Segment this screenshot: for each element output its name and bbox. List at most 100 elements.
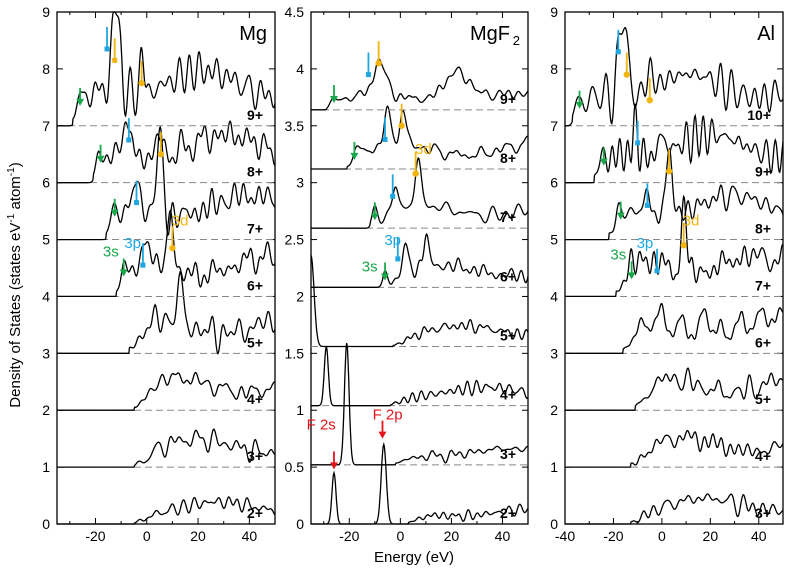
marker-head [350, 152, 359, 160]
y-tick-label: 4 [42, 288, 50, 304]
green-arrow-marker [616, 201, 625, 220]
blue-square-marker [644, 183, 650, 208]
x-tick-label: 40 [495, 528, 511, 544]
dos-curve [57, 119, 276, 184]
charge-state-label: 8+ [500, 150, 516, 166]
charge-state-label: 6+ [500, 268, 516, 284]
panel-title: Mg [239, 23, 267, 45]
y-tick-label: 9 [550, 4, 558, 20]
plot-frame [564, 11, 784, 525]
x-tick-label: 0 [143, 528, 151, 544]
green-arrow-marker [76, 87, 85, 106]
y-tick-label: 3 [550, 345, 558, 361]
orange-circle-marker [398, 103, 405, 129]
y-tick-label: 1.5 [285, 345, 305, 361]
series-5plus: 5+ [57, 270, 276, 355]
series-8plus: 8+ [311, 105, 529, 170]
y-tick-label: 4 [296, 61, 304, 77]
charge-state-label: 7+ [247, 221, 263, 237]
charge-state-label: 9+ [500, 91, 516, 107]
orbital-label: 3s [610, 246, 626, 263]
charge-state-label: 5+ [755, 391, 771, 407]
x-tick-label: 0 [396, 528, 404, 544]
orange-circle-marker [665, 149, 673, 175]
orange-circle-marker [157, 132, 165, 158]
plot-frame [310, 11, 529, 525]
series-8plus: 8+ [57, 119, 276, 184]
orbital-label: 3s [103, 244, 119, 261]
blue-square-marker [654, 248, 660, 274]
x-tick-label: 40 [242, 528, 258, 544]
marker-square [365, 72, 371, 78]
dos-curve [565, 367, 784, 411]
orbital-label: F 2p [373, 406, 403, 423]
marker-dot [680, 242, 687, 249]
series-7plus: 7+ [565, 194, 784, 298]
marker-head [627, 272, 636, 280]
marker-square [654, 268, 660, 274]
marker-dot [157, 151, 165, 158]
charge-state-label: 10+ [747, 107, 771, 123]
series-5plus: 5+ [310, 255, 529, 348]
series-7plus: 7+ [311, 157, 529, 229]
green-arrow-marker [350, 141, 359, 160]
green-arrow-marker [370, 202, 379, 221]
panel-title-subscript: 2 [513, 33, 520, 48]
marker-square [395, 256, 401, 262]
charge-state-label: 4+ [247, 391, 263, 407]
charge-state-label: 5+ [500, 328, 516, 344]
x-tick-label: 40 [751, 528, 767, 544]
series-3plus: 3+ [565, 493, 784, 525]
charge-state-label: 3+ [500, 446, 516, 462]
y-axis-label-end: ) [7, 162, 24, 167]
y-axis-label-mid: atom [7, 176, 24, 214]
y-tick-label: 3 [296, 175, 304, 191]
blue-square-marker [615, 29, 621, 55]
series-4plus: 4+ [311, 346, 529, 407]
marker-square [112, 57, 118, 63]
green-arrow-marker [96, 144, 105, 163]
marker-head [378, 431, 387, 439]
dos-curve [311, 441, 529, 525]
charge-state-label: 4+ [755, 448, 771, 464]
dos-curve [565, 147, 784, 241]
y-tick-label: 3.5 [285, 118, 305, 134]
y-tick-label: 7 [42, 118, 50, 134]
y-tick-label: 7 [550, 118, 558, 134]
y-tick-label: 2 [296, 288, 304, 304]
charge-state-label: 3+ [755, 505, 771, 521]
marker-square [390, 193, 396, 199]
marker-square [140, 262, 146, 268]
blue-square-marker [395, 236, 401, 262]
dos-curve [565, 26, 784, 127]
x-tick-label: 20 [444, 528, 460, 544]
blue-square-marker [104, 26, 110, 52]
orbital-label: 3s [362, 258, 378, 275]
marker-head [96, 155, 105, 163]
green-arrow-marker [627, 261, 636, 280]
dos-curve [57, 371, 276, 411]
orbital-label: 3p [637, 235, 654, 252]
marker-dot [646, 96, 653, 104]
marker-head [329, 462, 338, 470]
y-tick-label: 4.5 [285, 4, 305, 20]
y-tick-label: 1 [550, 459, 558, 475]
orange-circle-marker [646, 78, 653, 104]
y-tick-label: 5 [550, 232, 558, 248]
marker-square [104, 46, 110, 52]
orange-circle-marker [169, 226, 176, 252]
dos-curve [57, 496, 276, 525]
series-6plus: 6+ [311, 232, 529, 288]
dos-curve [311, 58, 529, 111]
charge-state-label: 9+ [755, 164, 771, 180]
panel-title: MgF [470, 23, 510, 45]
dos-curve [57, 209, 276, 298]
dos-curve [565, 429, 784, 468]
marker-dot [412, 170, 419, 177]
x-tick-label: -20 [85, 528, 105, 544]
green-arrow-marker [119, 258, 128, 277]
dos-curve [565, 103, 784, 184]
y-tick-label: 9 [42, 4, 50, 20]
dos-curve [311, 232, 529, 288]
